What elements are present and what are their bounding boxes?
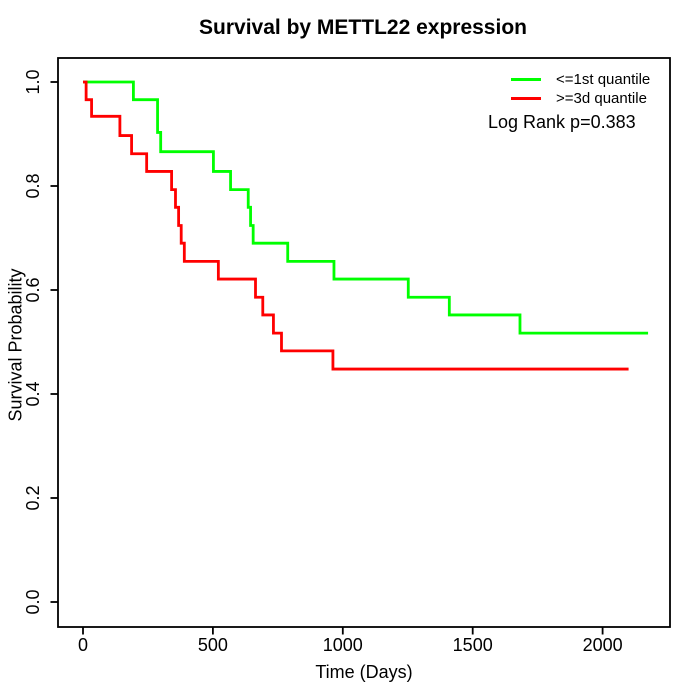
plot-box [57, 57, 671, 628]
log-rank-annotation: Log Rank p=0.383 [488, 112, 636, 132]
x-tick-label: 1000 [323, 635, 363, 655]
x-tick-label: 500 [198, 635, 228, 655]
y-tick-label: 0.4 [23, 381, 43, 406]
legend-label-high: >=3d quantile [556, 90, 647, 107]
y-axis-label: Survival Probability [5, 268, 26, 422]
legend: <=1st quantile >=3d quantile [511, 70, 650, 108]
legend-item-low-expression: <=1st quantile [511, 70, 650, 89]
legend-item-high-expression: >=3d quantile [511, 89, 650, 108]
legend-line-red-icon [511, 97, 541, 100]
y-tick-label: 0.2 [23, 485, 43, 510]
y-tick-label: 1.0 [23, 69, 43, 94]
chart-title: Survival by METTL22 expression [199, 16, 527, 39]
x-axis-label: Time (Days) [315, 662, 413, 682]
x-tick-label: 0 [78, 635, 88, 655]
survival-curve-green [83, 80, 649, 335]
survival-curve-red [83, 80, 629, 371]
legend-label-low: <=1st quantile [556, 71, 651, 88]
x-tick-label: 2000 [583, 635, 623, 655]
y-tick-label: 0.6 [23, 277, 43, 302]
legend-line-green-icon [511, 78, 541, 81]
y-tick-label: 0.0 [23, 589, 43, 614]
x-tick-label: 1500 [453, 635, 493, 655]
y-tick-label: 0.8 [23, 173, 43, 198]
